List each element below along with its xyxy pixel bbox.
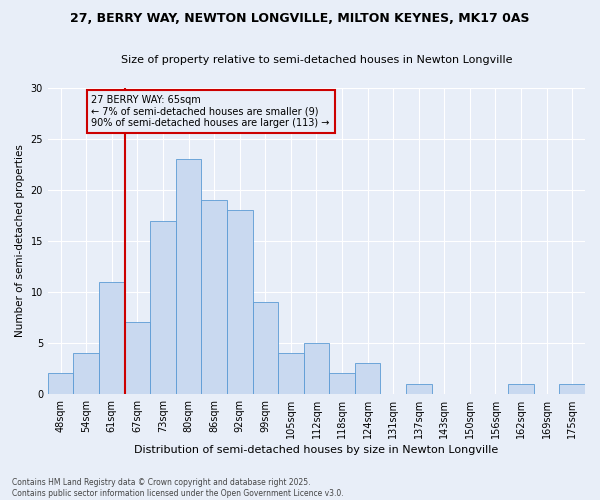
- Bar: [202, 200, 227, 394]
- Bar: [125, 322, 150, 394]
- Bar: [150, 220, 176, 394]
- Text: 27 BERRY WAY: 65sqm
← 7% of semi-detached houses are smaller (9)
90% of semi-det: 27 BERRY WAY: 65sqm ← 7% of semi-detache…: [91, 95, 330, 128]
- Bar: [227, 210, 253, 394]
- Bar: [253, 302, 278, 394]
- Bar: [355, 363, 380, 394]
- Bar: [73, 353, 99, 394]
- Bar: [99, 282, 125, 394]
- Bar: [176, 160, 202, 394]
- Bar: [278, 353, 304, 394]
- Bar: [304, 343, 329, 394]
- Bar: [406, 384, 431, 394]
- Bar: [329, 374, 355, 394]
- Bar: [48, 374, 73, 394]
- Title: Size of property relative to semi-detached houses in Newton Longville: Size of property relative to semi-detach…: [121, 55, 512, 65]
- X-axis label: Distribution of semi-detached houses by size in Newton Longville: Distribution of semi-detached houses by …: [134, 445, 499, 455]
- Bar: [508, 384, 534, 394]
- Bar: [559, 384, 585, 394]
- Text: 27, BERRY WAY, NEWTON LONGVILLE, MILTON KEYNES, MK17 0AS: 27, BERRY WAY, NEWTON LONGVILLE, MILTON …: [70, 12, 530, 26]
- Text: Contains HM Land Registry data © Crown copyright and database right 2025.
Contai: Contains HM Land Registry data © Crown c…: [12, 478, 344, 498]
- Y-axis label: Number of semi-detached properties: Number of semi-detached properties: [15, 144, 25, 338]
